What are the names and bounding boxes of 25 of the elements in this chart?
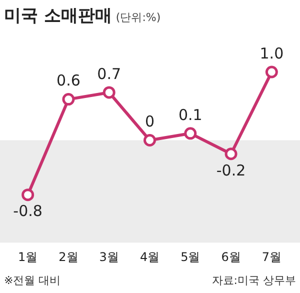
text: 자료:미국 상무부 [212, 273, 296, 289]
x-tick-label: 3월 [99, 250, 119, 264]
data-label: 1.0 [260, 44, 284, 62]
point [62, 93, 75, 106]
data-label: 0.6 [56, 72, 80, 90]
data-label: -0.8 [13, 202, 42, 220]
text: ※전월 대비 [4, 273, 61, 289]
x-tick-label: 1월 [18, 250, 38, 264]
point [144, 134, 156, 146]
point [265, 66, 278, 78]
x-tick-label: 2월 [58, 250, 78, 264]
x-tick-label: 4월 [140, 250, 160, 264]
chart-subtitle: (단위:%) [116, 10, 161, 25]
point [224, 148, 238, 160]
chart-title: 미국 소매판매 [4, 5, 112, 27]
x-tick-label: 5월 [180, 250, 200, 264]
point [102, 86, 116, 99]
x-tick-label: 6월 [221, 250, 241, 264]
data-label: -0.2 [216, 161, 246, 180]
data-label: 0.7 [97, 64, 122, 83]
x-tick-label: 7월 [262, 250, 282, 264]
point [184, 127, 197, 140]
data-label: 0 [144, 112, 155, 131]
point [22, 188, 34, 202]
data-label: 0.1 [178, 106, 202, 124]
